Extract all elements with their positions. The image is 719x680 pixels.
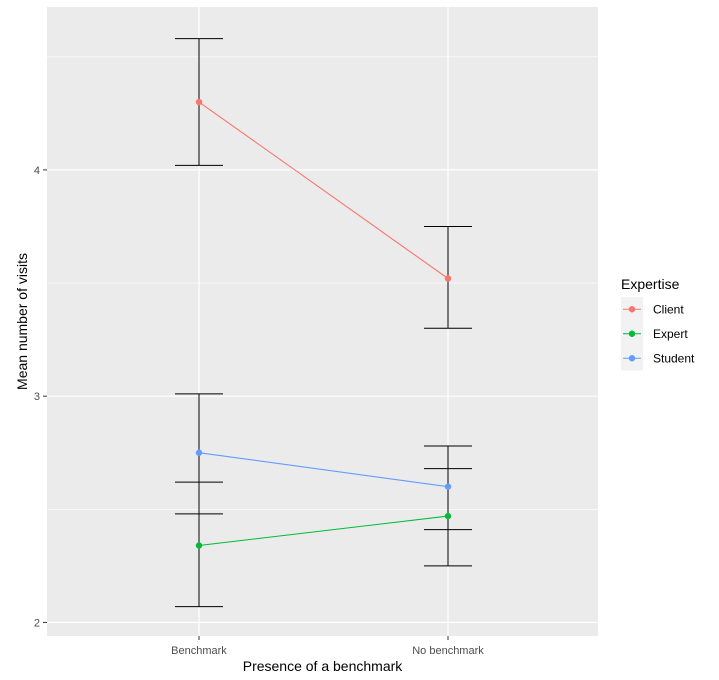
y-tick-label: 2 (34, 617, 40, 629)
data-point-student (444, 483, 452, 490)
data-point-expert (444, 512, 452, 520)
legend-label-student: Student (653, 351, 695, 365)
series-line-student (198, 452, 449, 488)
legend: Expertise Client Expert Student (621, 276, 695, 371)
y-axis-title: Mean number of visits (14, 253, 30, 390)
legend-label-expert: Expert (653, 327, 688, 341)
data-point-expert (195, 542, 203, 549)
x-axis: Benchmark No benchmark (171, 636, 484, 657)
series-line-expert (198, 515, 449, 547)
series-line-client (198, 101, 449, 279)
legend-title: Expertise (621, 276, 680, 292)
data-points (195, 98, 452, 549)
plot-panel (47, 7, 598, 636)
x-tick-label: No benchmark (412, 645, 484, 657)
y-tick-label: 4 (34, 165, 40, 177)
minor-gridlines (47, 56, 598, 510)
x-axis-title: Presence of a benchmark (243, 658, 404, 674)
legend-key-point-student (628, 355, 636, 362)
data-point-student (195, 449, 203, 456)
data-point-client (444, 275, 452, 282)
y-axis: 2 3 4 (34, 165, 47, 629)
legend-key-point-expert (628, 330, 636, 337)
data-point-client (195, 98, 203, 106)
legend-label-client: Client (653, 302, 684, 316)
x-tick-label: Benchmark (171, 645, 227, 657)
y-tick-label: 3 (34, 391, 40, 403)
series-lines (198, 101, 449, 547)
legend-key-point-client (628, 306, 636, 313)
